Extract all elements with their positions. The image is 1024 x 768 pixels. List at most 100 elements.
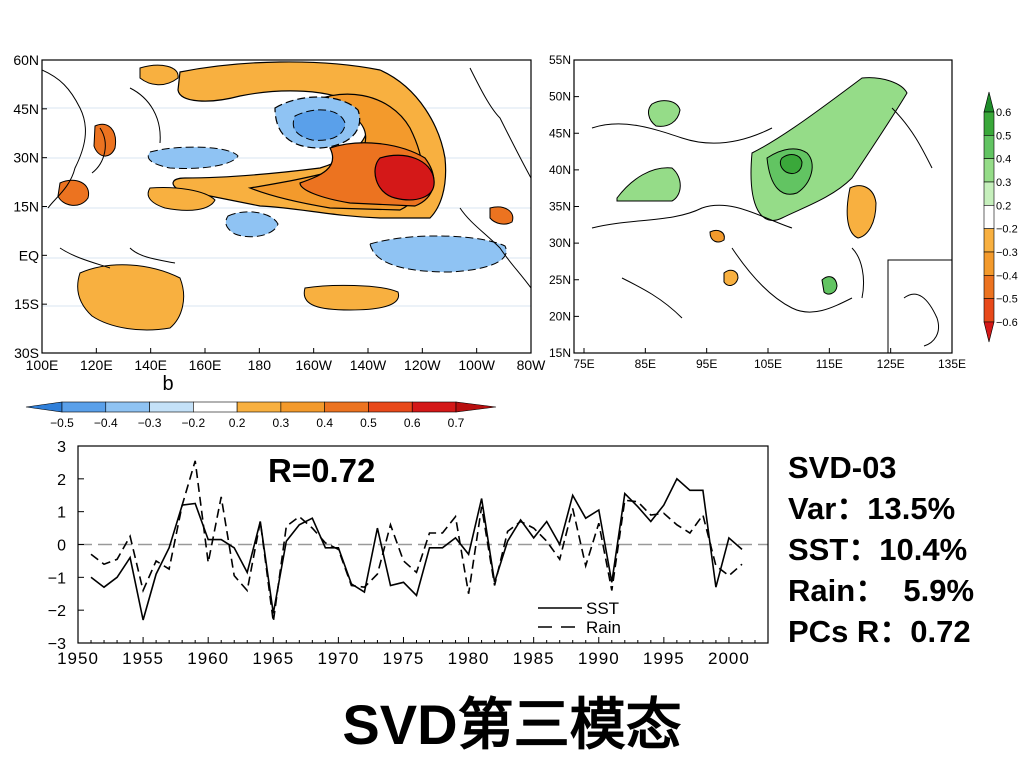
rain-colorbar-swatch: [983, 298, 995, 323]
rain-lon-label: 75E: [573, 357, 594, 368]
sst-lat-label: 15S: [14, 296, 39, 312]
y-tick-label: 3: [57, 439, 66, 456]
rain-positive-peak: [779, 154, 803, 175]
rain-negative-south: [723, 269, 739, 286]
rain-colorbar-graphic: 0.6 0.5 0.4 0.3 0.2 −0.2 −0.3 −0.4 −0.5 −0.6: [983, 91, 1018, 343]
sst-colorbar-label: 0.5: [360, 416, 377, 430]
rain-lon-label: 115E: [816, 357, 843, 368]
y-tick-label: 2: [57, 472, 66, 489]
sst-colorbar-graphic: −0.5 −0.4 −0.3 −0.2 0.2 0.3 0.4 0.5 0.6 0.7: [25, 401, 497, 430]
sst-lon-label: 80W: [517, 357, 547, 373]
legend-label-rain: Rain: [586, 618, 621, 637]
sst-map-panel: 60N 45N 30N 15N EQ 15S 30S 100E 120E 140E 160E 180…: [0, 48, 560, 408]
x-tick-label: 1985: [513, 649, 555, 668]
sst-lon-label: 180: [248, 357, 272, 373]
sst-negative-central: [225, 211, 279, 238]
x-tick-label: 1965: [252, 649, 294, 668]
sst-lon-label: 140W: [350, 357, 387, 373]
y-tick-label: −1: [48, 570, 66, 587]
x-tick-label: 1950: [57, 649, 99, 668]
sst-colorbar-label: −0.5: [50, 416, 74, 430]
correlation-annotation: R=0.72: [268, 452, 376, 489]
sst-negative-north-core: [292, 109, 346, 141]
sst-lat-label: 60N: [13, 52, 39, 68]
rain-colorbar-low-arrow: [983, 321, 995, 343]
rain-negative-coast: [846, 185, 877, 239]
sst-colorbar-label: −0.4: [94, 416, 118, 430]
rain-colorbar-swatch: [983, 158, 995, 183]
x-tick-label: 1990: [578, 649, 620, 668]
sst-positive-south: [303, 284, 400, 311]
rain-colorbar-label: 0.5: [996, 130, 1011, 142]
rain-colorbar-label: −0.5: [996, 294, 1018, 306]
rain-colorbar: 0.6 0.5 0.4 0.3 0.2 −0.2 −0.3 −0.4 −0.5 −0.6: [980, 90, 1024, 346]
pc-timeseries-chart: 3 2 1 0 −1 −2 −3 1950 1955 1960 1965 1970 1975 1980 19…: [0, 436, 780, 672]
sst-colorbar: −0.5 −0.4 −0.3 −0.2 0.2 0.3 0.4 0.5 0.6 0.7: [18, 398, 508, 434]
sst-map: 60N 45N 30N 15N EQ 15S 30S 100E 120E 140E 160E 180…: [13, 52, 547, 395]
rain-colorbar-swatch: [983, 228, 995, 253]
rain-lon-label: 125E: [877, 357, 905, 368]
sst-positive-australia: [77, 264, 185, 331]
sst-lat-label: 30N: [13, 150, 39, 166]
y-tick-label: 0: [57, 538, 66, 555]
sst-positive-tropic: [147, 187, 216, 211]
rain-colorbar-swatch: [983, 251, 995, 276]
sst-lat-label: 30S: [14, 345, 39, 361]
rain-map-panel: 55N 50N 45N 40N 35N 30N 25N 20N 15N 75E 85E 95E 105…: [532, 48, 972, 371]
sst-lon-label: 100W: [458, 357, 495, 373]
series-line-rain: [90, 460, 743, 622]
rain-colorbar-label: 0.6: [996, 107, 1011, 119]
rain-colorbar-label: 0.4: [996, 154, 1011, 166]
sst-lon-label: 100E: [26, 357, 59, 373]
rain-lat-label: 35N: [549, 200, 571, 214]
sst-lon-label: 160E: [189, 357, 222, 373]
sst-positive-peak: [374, 154, 435, 201]
rain-colorbar-high-arrow: [983, 91, 995, 113]
sst-colorbar-label: 0.7: [448, 416, 465, 430]
sst-colorbar-swatch: [280, 401, 325, 413]
sst-colorbar-label: −0.2: [181, 416, 205, 430]
sst-lon-label: 120E: [80, 357, 113, 373]
rain-lon-label: 95E: [696, 357, 717, 368]
rain-lat-label: 55N: [549, 53, 571, 67]
rain-colorbar-swatch: [983, 135, 995, 159]
slide-title: SVD第三模态: [342, 693, 682, 756]
sst-lat-label: 15N: [13, 199, 39, 215]
series-line-sst: [90, 477, 743, 621]
y-tick-label: −3: [48, 636, 66, 653]
sst-colorbar-label: −0.3: [138, 416, 162, 430]
sst-colorbar-swatch: [236, 401, 282, 413]
sst-lat-label: EQ: [19, 247, 39, 263]
svd-stats: SVD-03 Var：13.5% SST：10.4% Rain： 5.9% PC…: [788, 447, 974, 652]
rain-colorbar-label: 0.2: [996, 200, 1011, 212]
x-tick-label: 1955: [122, 649, 164, 668]
rain-lon-label: 105E: [754, 357, 782, 368]
sst-colorbar-swatch: [193, 401, 238, 413]
rain-colorbar-label: −0.3: [996, 247, 1018, 259]
sst-positive-edge: [489, 206, 514, 225]
rain-colorbar-label: −0.2: [996, 224, 1018, 236]
x-tick-label: 1995: [643, 649, 685, 668]
sst-colorbar-label: 0.3: [273, 416, 290, 430]
stats-rain: Rain： 5.9%: [788, 573, 975, 608]
rain-colorbar-swatch: [983, 275, 995, 299]
stats-pcs-r: PCs R：0.72: [788, 614, 971, 649]
rain-positive-north: [648, 100, 681, 127]
sst-lon-label: 120W: [404, 357, 441, 373]
rain-lat-label: 20N: [549, 309, 571, 323]
x-tick-label: 1975: [383, 649, 425, 668]
y-tick-label: 1: [57, 505, 66, 522]
sst-colorbar-high-arrow: [455, 401, 497, 413]
sst-negative-east: [369, 235, 507, 273]
rain-colorbar-label: −0.6: [996, 317, 1018, 329]
stats-variance: Var：13.5%: [788, 491, 956, 526]
rain-colorbar-swatch: [983, 205, 995, 229]
sst-lon-label: 140E: [134, 357, 167, 373]
sst-negative-west: [147, 146, 239, 169]
sst-positive-west-3: [57, 179, 90, 206]
sst-colorbar-swatch: [324, 401, 369, 413]
stats-sst: SST：10.4%: [788, 532, 968, 567]
rain-lat-label: 30N: [549, 236, 571, 250]
sst-colorbar-swatch: [368, 401, 413, 413]
x-tick-label: 2000: [708, 649, 750, 668]
